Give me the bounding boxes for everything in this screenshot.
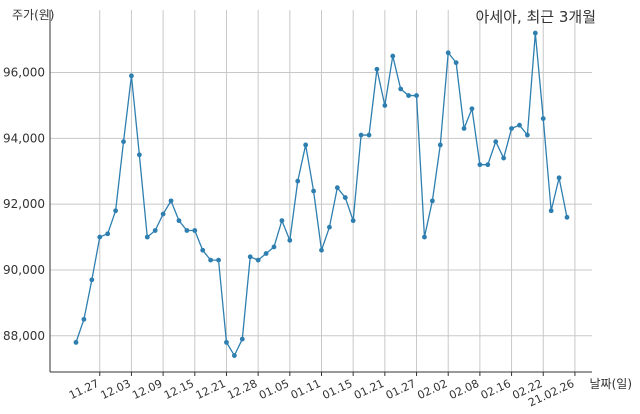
data-point	[247, 254, 253, 260]
data-point	[540, 116, 546, 121]
data-point	[319, 247, 324, 253]
data-point	[224, 339, 229, 345]
data-point	[358, 132, 364, 138]
axes	[49, 10, 592, 376]
data-point	[81, 316, 87, 322]
data-point	[525, 132, 530, 138]
data-point	[342, 195, 348, 200]
data-point	[295, 178, 301, 184]
data-point	[509, 126, 514, 131]
data-point	[429, 198, 435, 204]
x-tick-label: 11.27	[67, 377, 101, 402]
x-axis-label: 날짜(일)	[590, 377, 632, 391]
data-point	[366, 132, 372, 138]
data-point	[231, 353, 237, 358]
data-point	[263, 251, 269, 256]
data-point	[97, 234, 103, 240]
series-layer	[73, 30, 570, 358]
data-point	[461, 126, 467, 131]
y-axis-label: 주가(원)	[12, 8, 54, 22]
x-tick-label: 01.21	[352, 377, 386, 402]
x-tick-label: 02.08	[447, 377, 481, 402]
x-tick-label: 02.02	[415, 377, 449, 402]
x-tick-label: 01.05	[257, 377, 291, 402]
data-point	[311, 188, 316, 194]
data-point	[239, 336, 245, 342]
x-tick-label: 12.03	[99, 377, 133, 402]
x-tick-label: 12.28	[225, 377, 259, 402]
data-point	[445, 50, 451, 56]
data-point	[350, 218, 356, 224]
data-point	[334, 185, 340, 191]
data-point	[327, 224, 332, 230]
data-point	[176, 218, 182, 224]
x-tick-label: 01.11	[289, 377, 323, 402]
data-point	[192, 228, 198, 233]
y-tick-label: 88,000	[3, 329, 45, 343]
data-point	[469, 106, 475, 112]
x-tick-label: 02.16	[479, 377, 513, 402]
x-tick-label: 12.09	[130, 377, 164, 402]
x-tick-label: 01.27	[384, 377, 418, 402]
data-point	[184, 228, 190, 233]
data-point	[271, 244, 277, 250]
data-point	[216, 257, 221, 263]
x-tick-labels: 11.2712.0312.0912.1512.2112.2801.0501.11…	[67, 377, 576, 409]
data-point	[382, 103, 388, 108]
data-point	[168, 198, 174, 204]
data-point	[501, 155, 507, 161]
y-tick-label: 90,000	[3, 263, 45, 277]
data-point	[390, 53, 396, 59]
data-point	[556, 175, 562, 181]
y-tick-label: 96,000	[3, 66, 45, 80]
data-point	[564, 214, 570, 220]
data-point	[422, 234, 427, 240]
y-tick-label: 94,000	[3, 131, 45, 145]
data-point	[517, 122, 522, 128]
data-point	[414, 93, 419, 98]
data-point	[208, 257, 214, 263]
data-point	[532, 30, 538, 36]
data-point	[287, 237, 293, 243]
x-tick-label: 12.15	[162, 377, 196, 402]
data-point	[374, 66, 380, 72]
gridlines	[50, 10, 592, 372]
data-point	[152, 228, 158, 233]
data-point	[144, 234, 150, 240]
data-point	[200, 247, 206, 253]
data-point	[73, 339, 79, 345]
data-point	[136, 152, 142, 158]
y-tick-labels: 88,000 90,000 92,000 94,000 96,000	[3, 66, 45, 343]
data-point	[89, 277, 95, 283]
y-tick-label: 92,000	[3, 197, 45, 211]
x-tick-label: 12.21	[194, 377, 228, 402]
data-point	[477, 162, 483, 168]
data-point	[255, 257, 261, 263]
data-point	[113, 208, 118, 214]
data-point	[105, 231, 111, 237]
data-point	[279, 218, 285, 224]
data-point	[303, 142, 309, 148]
data-point	[160, 211, 166, 217]
data-point	[437, 142, 443, 148]
data-point	[129, 73, 134, 79]
chart-title: 아세아, 최근 3개월	[476, 8, 596, 26]
data-point	[493, 139, 499, 145]
data-point	[548, 208, 554, 214]
data-point	[485, 162, 491, 168]
data-point	[398, 86, 404, 92]
data-point	[453, 60, 459, 66]
data-point	[406, 93, 412, 98]
x-tick-label: 01.15	[320, 377, 354, 402]
data-point	[121, 139, 126, 145]
